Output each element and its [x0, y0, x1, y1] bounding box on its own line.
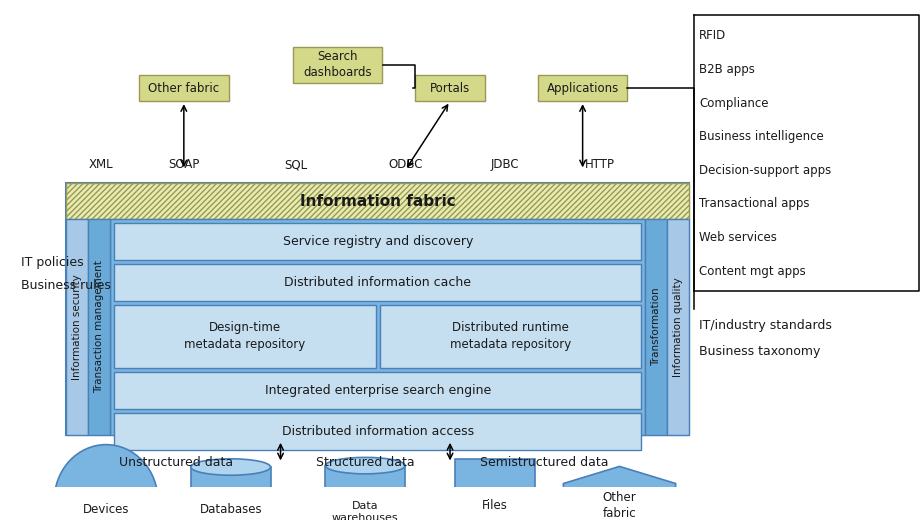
- Text: Business taxonomy: Business taxonomy: [699, 345, 821, 358]
- Text: Service registry and discovery: Service registry and discovery: [282, 235, 473, 248]
- Text: Distributed runtime
metadata repository: Distributed runtime metadata repository: [450, 321, 572, 352]
- Bar: [380, 305, 642, 368]
- Text: IT policies: IT policies: [21, 256, 84, 269]
- Text: Other fabric: Other fabric: [148, 82, 219, 95]
- Text: HTTP: HTTP: [585, 158, 615, 171]
- Polygon shape: [563, 466, 676, 520]
- Text: Files: Files: [482, 499, 508, 512]
- Text: Data
warehouses: Data warehouses: [332, 501, 398, 520]
- Text: Other
fabric: Other fabric: [603, 491, 636, 520]
- Ellipse shape: [54, 445, 158, 520]
- Bar: [292, 47, 383, 83]
- Bar: [668, 219, 690, 435]
- Text: Information quality: Information quality: [673, 277, 683, 377]
- Text: Structured data: Structured data: [316, 456, 415, 469]
- Text: Business intelligence: Business intelligence: [699, 130, 824, 143]
- Text: Distributed information access: Distributed information access: [282, 425, 474, 438]
- Text: Transactional apps: Transactional apps: [699, 198, 810, 211]
- Text: RFID: RFID: [699, 30, 727, 43]
- Text: Integrated enterprise search engine: Integrated enterprise search engine: [265, 384, 491, 397]
- Text: B2B apps: B2B apps: [699, 63, 755, 76]
- Bar: [114, 413, 642, 450]
- Text: ODBC: ODBC: [388, 158, 422, 171]
- Text: Portals: Portals: [430, 82, 470, 95]
- Bar: [538, 75, 628, 101]
- Text: Content mgt apps: Content mgt apps: [699, 265, 806, 278]
- Text: Databases: Databases: [199, 503, 262, 516]
- Text: Web services: Web services: [699, 231, 777, 244]
- Text: SQL: SQL: [284, 158, 307, 171]
- Text: Information security: Information security: [72, 274, 82, 380]
- Bar: [66, 184, 690, 219]
- Text: Compliance: Compliance: [699, 97, 769, 110]
- Text: Semistructured data: Semistructured data: [480, 456, 609, 469]
- Bar: [139, 75, 229, 101]
- Text: XML: XML: [89, 158, 113, 171]
- Ellipse shape: [325, 458, 405, 474]
- Bar: [114, 264, 642, 301]
- Text: Information fabric: Information fabric: [300, 193, 455, 209]
- Text: Search
dashboards: Search dashboards: [303, 50, 372, 80]
- Text: Devices: Devices: [83, 503, 129, 516]
- Text: Decision-support apps: Decision-support apps: [699, 164, 832, 177]
- Text: Unstructured data: Unstructured data: [119, 456, 233, 469]
- Bar: [325, 465, 405, 520]
- Text: JDBC: JDBC: [491, 158, 519, 171]
- Bar: [110, 219, 645, 435]
- Bar: [114, 223, 642, 260]
- Text: SOAP: SOAP: [168, 158, 199, 171]
- Text: Transformation: Transformation: [652, 288, 661, 367]
- Bar: [645, 219, 668, 435]
- Text: Transaction management: Transaction management: [94, 261, 104, 394]
- Bar: [191, 467, 270, 520]
- Bar: [66, 219, 89, 435]
- Text: Distributed information cache: Distributed information cache: [284, 276, 471, 289]
- Bar: [114, 305, 376, 368]
- Bar: [114, 372, 642, 409]
- Text: Applications: Applications: [547, 82, 619, 95]
- Bar: [89, 219, 110, 435]
- Bar: [66, 184, 690, 435]
- Text: Business rules: Business rules: [21, 279, 112, 292]
- Text: IT/industry standards: IT/industry standards: [699, 319, 833, 332]
- Bar: [415, 75, 485, 101]
- Bar: [455, 459, 535, 520]
- Ellipse shape: [191, 459, 270, 475]
- Text: Design-time
metadata repository: Design-time metadata repository: [184, 321, 305, 352]
